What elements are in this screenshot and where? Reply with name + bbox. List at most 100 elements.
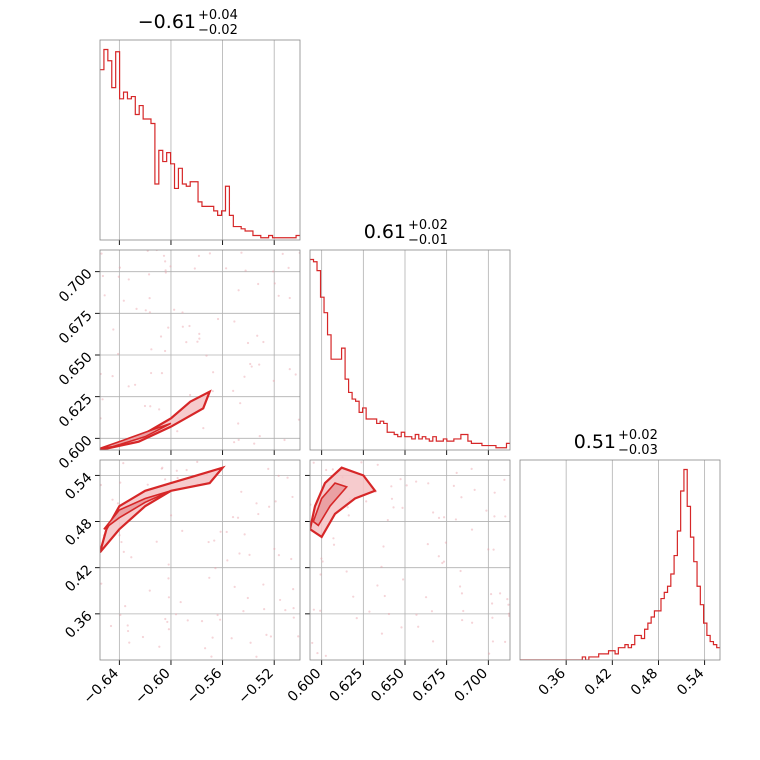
panel-content [310,258,510,449]
sample-point [470,528,474,531]
sample-point [277,554,281,557]
sample-point [489,592,493,596]
sample-point [118,534,121,537]
sample-point [355,617,358,620]
sample-point [167,596,171,599]
sample-point [491,640,495,643]
sample-point [239,402,242,405]
sample-point [277,474,280,477]
sample-point [286,476,289,479]
x-tick-label: 0.54 [674,665,707,698]
sample-point [126,624,129,627]
histogram-step [520,468,720,660]
sample-point [460,592,464,595]
sample-point [292,606,295,610]
sample-point [262,583,265,586]
sample-point [101,398,104,401]
sample-point [119,481,122,484]
sample-point [368,610,371,613]
sample-point [230,637,233,640]
x-tick-label: −0.64 [81,665,123,707]
param-title-0: −0.61 +0.04−0.02 [138,8,238,38]
sample-point [240,251,243,254]
sample-point [197,254,201,257]
sample-point [116,352,120,356]
sample-point [380,565,383,568]
sample-point [452,484,455,487]
sample-point [431,640,435,643]
sample-point [143,404,147,408]
sample-point [288,296,291,300]
sample-point [161,466,164,469]
sample-point [148,589,151,592]
sample-point [147,273,151,276]
sample-point [174,613,178,616]
sample-point [319,573,322,576]
sample-point [400,626,403,629]
sample-point [360,461,363,464]
density-contour [312,482,349,527]
sample-point [150,348,153,351]
title-value: 0.61 [364,221,406,243]
sample-point [415,613,418,616]
sample-point [122,299,125,302]
sample-point [262,340,265,344]
sample-point [272,270,275,273]
sample-point [458,585,462,588]
sample-point [148,311,152,314]
sample-point [417,625,420,628]
sample-point [211,636,214,639]
sample-point [167,628,171,631]
title-plus: +0.04 [198,8,238,23]
title-plus: +0.02 [408,218,448,233]
sample-point [117,275,120,278]
sample-point [255,502,258,505]
sample-point [331,468,334,471]
param-title-2: 0.51 +0.02−0.03 [574,428,658,458]
sample-point [224,267,228,270]
sample-point [460,496,463,499]
hist-panel-2: 0.36 0.42 0.48 0.54 [519,459,721,699]
sample-point [169,265,172,268]
sample-point [188,324,191,328]
sample-point [493,491,496,494]
sample-point [267,467,270,470]
title-plus: +0.02 [618,428,658,443]
density-contour [310,466,377,539]
sample-point [243,375,246,378]
sample-point [292,588,295,591]
sample-point [100,252,103,255]
sample-point [376,463,379,466]
sample-point [181,325,184,328]
panel-frame [519,459,721,661]
sample-point [175,469,178,472]
sample-point [311,641,314,645]
sample-point [112,328,115,331]
param-title-1: 0.61 +0.02−0.01 [364,218,448,248]
sample-point [401,506,404,510]
sample-point [122,461,125,465]
sample-point [173,308,176,311]
x-tick-label: 0.600 [285,666,325,706]
panel-frame [99,39,301,241]
sample-point [405,484,408,487]
sample-point [386,518,389,522]
sample-point [155,540,158,543]
sample-point [185,468,188,472]
sample-point [144,309,147,312]
sample-point [119,613,122,617]
sample-point [319,609,322,612]
sample-point [287,266,290,269]
x-tick-label: 0.700 [451,666,491,706]
sample-point [506,598,509,601]
sample-point [346,506,349,509]
sample-point [204,647,207,650]
panel-content [100,250,300,450]
sample-point [426,543,429,546]
sample-point [292,616,295,619]
sample-point [238,552,241,555]
sample-point [347,514,350,517]
y-tick-label: 0.42 [62,562,95,595]
sample-point [246,596,249,600]
sample-point [273,547,276,550]
